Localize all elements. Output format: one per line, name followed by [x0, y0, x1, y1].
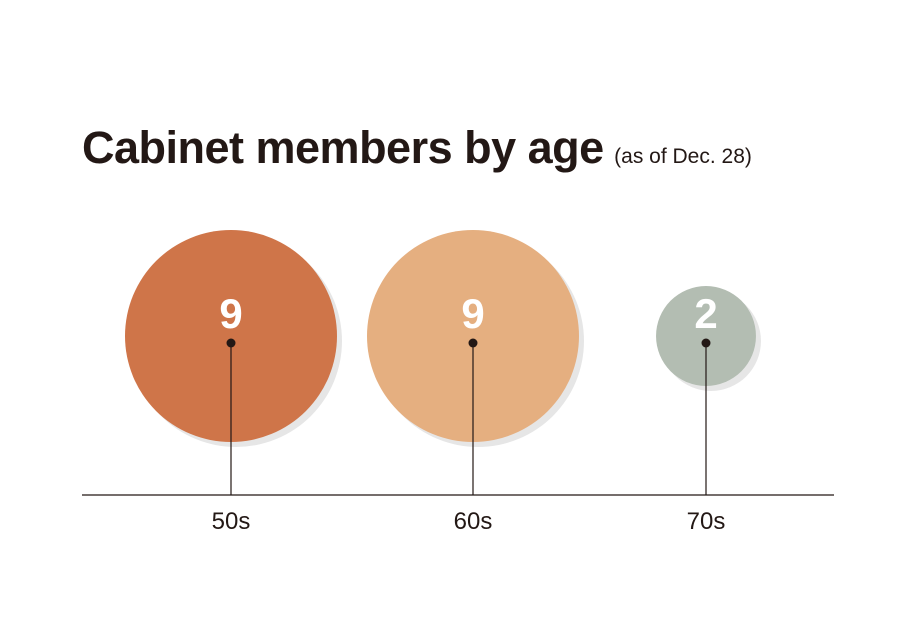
bubble-70s — [656, 286, 756, 386]
chart-subtitle: (as of Dec. 28) — [614, 145, 752, 168]
value-label-50s: 9 — [219, 290, 242, 337]
tick-label-group: 50s 60s 70s — [212, 508, 726, 535]
bubble-50s — [125, 230, 337, 442]
chart-title-row: Cabinet members by age (as of Dec. 28) — [82, 122, 752, 174]
bubble-group: 9 9 2 — [125, 230, 761, 495]
bubble-60s — [367, 230, 579, 442]
value-label-70s: 2 — [694, 290, 717, 337]
anchor-dot-70s — [701, 338, 711, 348]
chart-title: Cabinet members by age — [82, 122, 604, 173]
tick-label-70s: 70s — [687, 508, 726, 535]
anchor-dot-50s — [226, 338, 236, 348]
anchor-dot-60s — [468, 338, 478, 348]
value-label-60s: 9 — [461, 290, 484, 337]
tick-label-50s: 50s — [212, 508, 251, 535]
tick-label-60s: 60s — [454, 508, 493, 535]
